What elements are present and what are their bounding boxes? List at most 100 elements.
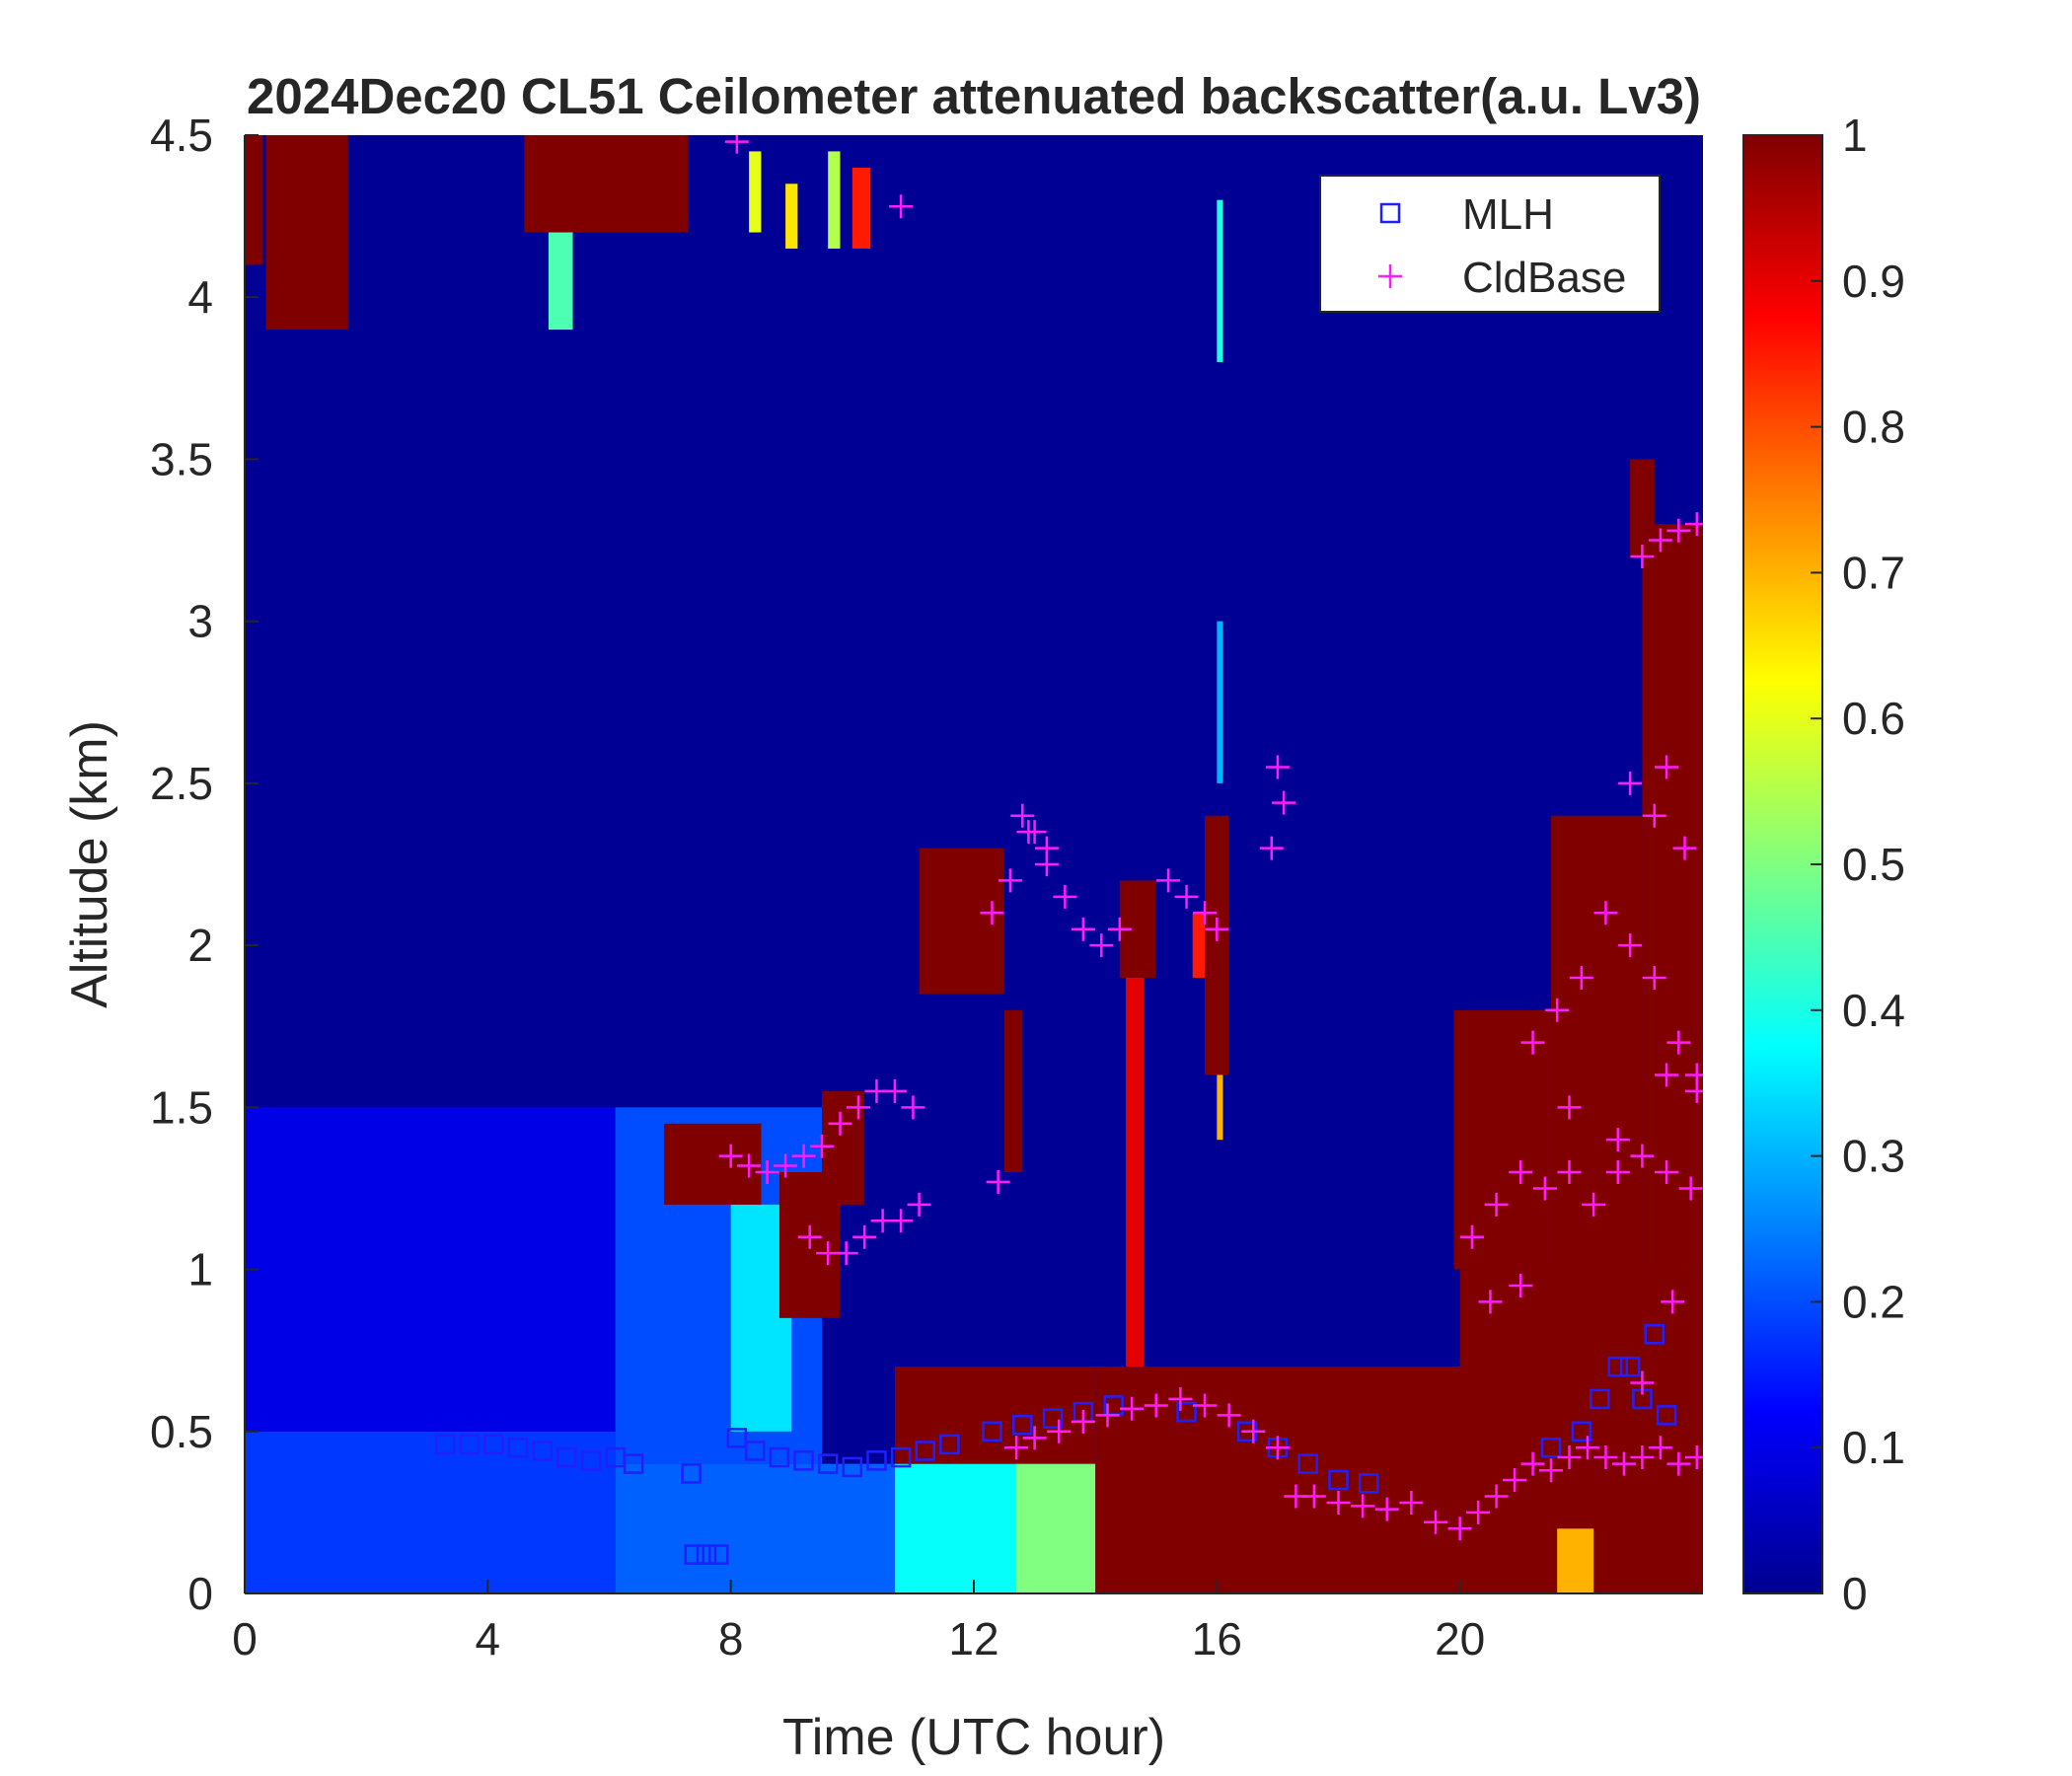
legend-cldbase-marker — [1378, 264, 1402, 288]
cldbase-marker — [889, 194, 914, 219]
cldbase-marker — [1642, 965, 1666, 990]
colorbar-tick-label: 0.9 — [1842, 256, 1905, 307]
cldbase-marker — [1107, 917, 1132, 941]
heatmap-region — [663, 1123, 762, 1205]
cldbase-marker — [1630, 1445, 1655, 1470]
heatmap-region — [1642, 524, 1703, 1270]
heatmap-region — [1551, 815, 1643, 1270]
cldbase-marker — [1503, 1468, 1527, 1493]
mlh-marker — [708, 1544, 729, 1565]
cldbase-marker — [724, 135, 749, 154]
mlh-marker — [1644, 1323, 1665, 1345]
mlh-marker — [982, 1421, 1002, 1443]
y-tick-label: 4.5 — [150, 110, 213, 161]
cldbase-marker — [1168, 1386, 1193, 1411]
cldbase-marker — [1424, 1510, 1448, 1534]
cldbase-marker — [1399, 1491, 1424, 1516]
y-tick-label: 3.5 — [150, 433, 213, 484]
mlh-marker — [1328, 1469, 1349, 1491]
x-tick-label: 4 — [476, 1613, 501, 1665]
mlh-marker — [623, 1453, 644, 1474]
x-axis-label: Time (UTC hour) — [782, 1709, 1165, 1766]
mlh-marker — [769, 1446, 790, 1468]
cldbase-marker — [1648, 1436, 1672, 1460]
heatmap-regions — [245, 135, 1703, 1593]
heatmap-region — [1192, 913, 1206, 978]
heatmap-region — [524, 135, 689, 233]
mlh-marker — [507, 1437, 529, 1458]
mlh-marker — [1607, 1356, 1629, 1377]
cldbase-marker — [1532, 1176, 1557, 1201]
mlh-marker — [1297, 1453, 1318, 1474]
cldbase-marker — [1120, 1396, 1145, 1421]
cldbase-marker — [1484, 1484, 1509, 1509]
cldbase-marker — [1217, 1403, 1241, 1428]
mlh-marker — [1656, 1405, 1677, 1426]
mlh-marker — [532, 1441, 554, 1461]
y-axis: 0 0.5 1 1.5 2 2.5 3 3.5 4 4.5 — [150, 110, 259, 1619]
legend-mlh-marker — [1379, 202, 1401, 224]
cldbase-marker — [1655, 1160, 1679, 1185]
heatmap-region — [1557, 1528, 1594, 1593]
cldbase-marker — [980, 901, 1004, 925]
cldbase-marker — [1539, 1458, 1564, 1483]
cldbase-marker — [1272, 790, 1296, 815]
heatmap-region — [851, 167, 871, 249]
y-tick-label: 1.5 — [150, 1081, 213, 1133]
heatmap-region — [615, 1463, 895, 1593]
heatmap-region — [1453, 1009, 1552, 1270]
cldbase-marker — [1684, 1445, 1703, 1470]
cldbase-marker — [737, 1153, 762, 1178]
heatmap-region — [1217, 199, 1223, 362]
cldbase-marker — [1582, 1192, 1606, 1217]
mlh-marker — [684, 1544, 704, 1565]
cldbase-marker — [1611, 1451, 1636, 1476]
heatmap-region — [749, 151, 762, 233]
colorbar-tick-label: 0.4 — [1842, 985, 1905, 1036]
cldbase-marker — [1678, 1176, 1703, 1201]
cldbase-marker — [1605, 1160, 1630, 1185]
cldbase-marker — [1095, 1403, 1120, 1428]
cldbase-marker — [998, 868, 1022, 893]
x-tick-label: 12 — [948, 1613, 999, 1665]
cldbase-marker — [1071, 917, 1095, 941]
cldbase-marker — [1545, 998, 1570, 1022]
cldbase-marker — [1374, 1497, 1399, 1521]
cldbase-marker — [1022, 1426, 1047, 1450]
legend-label: MLH — [1462, 190, 1554, 239]
colorbar-ticks: 0 0.1 0.2 0.3 0.4 0.5 0.6 0.7 0.8 0.9 1 — [1811, 110, 1905, 1619]
heatmap-region — [1095, 1367, 1460, 1593]
legend-label: CldBase — [1462, 254, 1626, 302]
heatmap-region — [1003, 1009, 1023, 1173]
y-tick-label: 2.5 — [150, 758, 213, 809]
heatmap-region — [245, 1431, 616, 1593]
cldbase-marker — [1241, 1419, 1266, 1443]
mlh-marker — [1042, 1408, 1064, 1429]
y-tick-label: 0 — [187, 1568, 213, 1619]
mlh-marker — [1176, 1401, 1197, 1423]
cldbase-marker — [1156, 868, 1181, 893]
cldbase-marker — [1593, 901, 1618, 925]
cldbase-marker — [1618, 933, 1643, 958]
y-axis-label: Altitude (km) — [61, 720, 118, 1008]
cldbase-marker — [797, 1224, 822, 1249]
cldbase-marker — [1575, 1436, 1599, 1460]
mlh-marker — [580, 1450, 602, 1471]
colorbar-tick-label: 0.2 — [1842, 1276, 1905, 1327]
cldbase-marker — [1569, 965, 1593, 990]
heatmap-region — [1205, 815, 1229, 1075]
cldbase-marker — [755, 1160, 779, 1185]
cldbase-marker — [1174, 884, 1199, 909]
cldbase-marker — [1089, 933, 1114, 958]
cldbase-marker — [846, 1095, 870, 1120]
cldbase-marker — [1004, 1436, 1029, 1460]
cldbase-marker — [1478, 1290, 1503, 1314]
heatmap-region — [919, 848, 1004, 995]
heatmap-region — [894, 1367, 1096, 1464]
heatmap-region — [245, 135, 263, 265]
mlh-marker — [1012, 1414, 1033, 1436]
cldbase-marker — [1557, 1445, 1582, 1470]
y-tick-label: 1 — [187, 1244, 213, 1295]
cldbase-marker — [1259, 836, 1284, 860]
